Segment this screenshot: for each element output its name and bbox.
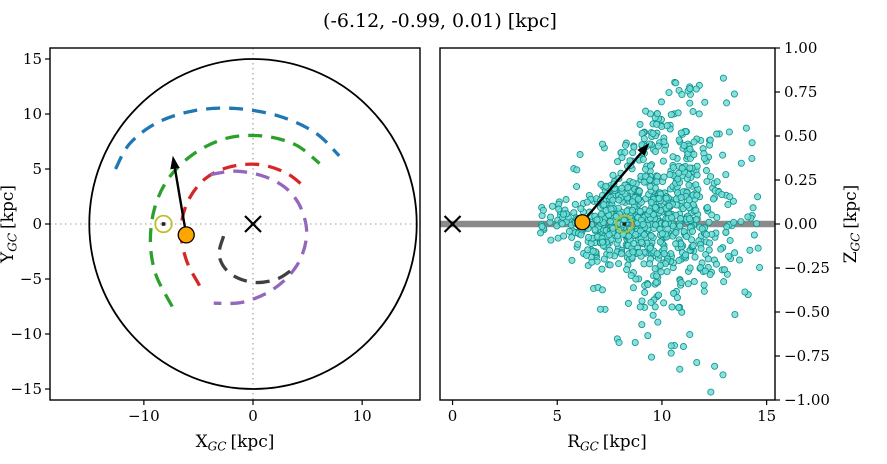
rz-xaxis-label-unit: [kpc] [603, 432, 647, 452]
object-marker [574, 214, 591, 231]
xy-yaxis-label: YGC [kpc] [0, 185, 20, 264]
xy-projection-panel: −10 0 10 15 10 5 0 −5 −10 −15 [10, 47, 421, 425]
svg-text:0.25: 0.25 [784, 171, 817, 189]
svg-text:−0.50: −0.50 [784, 303, 830, 321]
figure-title: (-6.12, -0.99, 0.01) [kpc] [323, 10, 557, 32]
spiral-arm-red [179, 162, 308, 287]
svg-text:0.75: 0.75 [784, 83, 817, 101]
rz-projection-panel: 0 5 10 15 1.00 0.75 0.50 0.25 0.00 −0.25 −0.50 −0.7… [439, 39, 830, 425]
xy-xaxis-label-unit: [kpc] [230, 432, 274, 452]
velocity-arrow [170, 155, 188, 236]
xy-yaxis-label-sub: GC [6, 233, 20, 252]
svg-text:0.50: 0.50 [784, 127, 817, 145]
star-scatter [537, 74, 764, 396]
axis-ticks: 0 5 10 15 1.00 0.75 0.50 0.25 0.00 −0.25 −0.50 −0.7… [439, 39, 830, 425]
xy-yaxis-label-unit: [kpc] [0, 185, 18, 229]
xy-xaxis-label-main: X [196, 432, 209, 452]
svg-text:0: 0 [248, 407, 258, 425]
svg-text:−5: −5 [20, 270, 42, 288]
rz-yaxis-label: ZGC [kpc] [841, 185, 863, 264]
svg-text:0: 0 [32, 215, 42, 233]
object-marker [177, 226, 195, 244]
svg-text:−0.25: −0.25 [784, 259, 830, 277]
rz-yaxis-label-unit: [kpc] [841, 185, 861, 229]
rz-xaxis-label-sub: GC [580, 440, 599, 454]
spiral-arm-green [148, 133, 321, 308]
svg-text:−15: −15 [10, 380, 42, 398]
sun-marker [615, 214, 634, 234]
svg-text:5: 5 [32, 160, 42, 178]
rz-yaxis-label-main: Z [841, 251, 861, 263]
svg-text:5: 5 [552, 407, 562, 425]
svg-text:−10: −10 [10, 325, 42, 343]
svg-text:−1.00: −1.00 [784, 391, 830, 409]
spiral-arm-blue [114, 106, 341, 170]
solar-circle-outline [88, 58, 418, 390]
svg-text:0: 0 [448, 407, 458, 425]
velocity-arrow [581, 143, 650, 224]
axis-ticks: −10 0 10 15 10 5 0 −5 −10 −15 [10, 47, 421, 425]
svg-text:10: 10 [652, 407, 671, 425]
sun-marker [154, 214, 173, 234]
svg-text:10: 10 [353, 407, 372, 425]
svg-text:15: 15 [757, 407, 776, 425]
spiral-arm-purple [210, 169, 309, 306]
crosshair-lines [50, 48, 420, 400]
xy-xaxis-label: XGC [kpc] [196, 432, 275, 454]
svg-text:−0.75: −0.75 [784, 347, 830, 365]
rz-yaxis-label-sub: GC [849, 233, 863, 252]
rz-xaxis-label-main: R [567, 432, 581, 452]
spiral-arms [114, 106, 341, 308]
xy-xaxis-label-sub: GC [208, 440, 227, 454]
galactic-center-marker [244, 215, 262, 233]
svg-text:10: 10 [23, 105, 42, 123]
svg-text:0.00: 0.00 [784, 215, 817, 233]
svg-text:15: 15 [23, 50, 42, 68]
svg-text:1.00: 1.00 [784, 39, 817, 57]
svg-text:−10: −10 [128, 407, 160, 425]
spiral-arm-dark-gray [217, 235, 297, 285]
galactic-center-marker [443, 215, 462, 233]
xy-yaxis-label-main: Y [0, 251, 18, 264]
rz-xaxis-label: RGC [kpc] [567, 432, 647, 454]
